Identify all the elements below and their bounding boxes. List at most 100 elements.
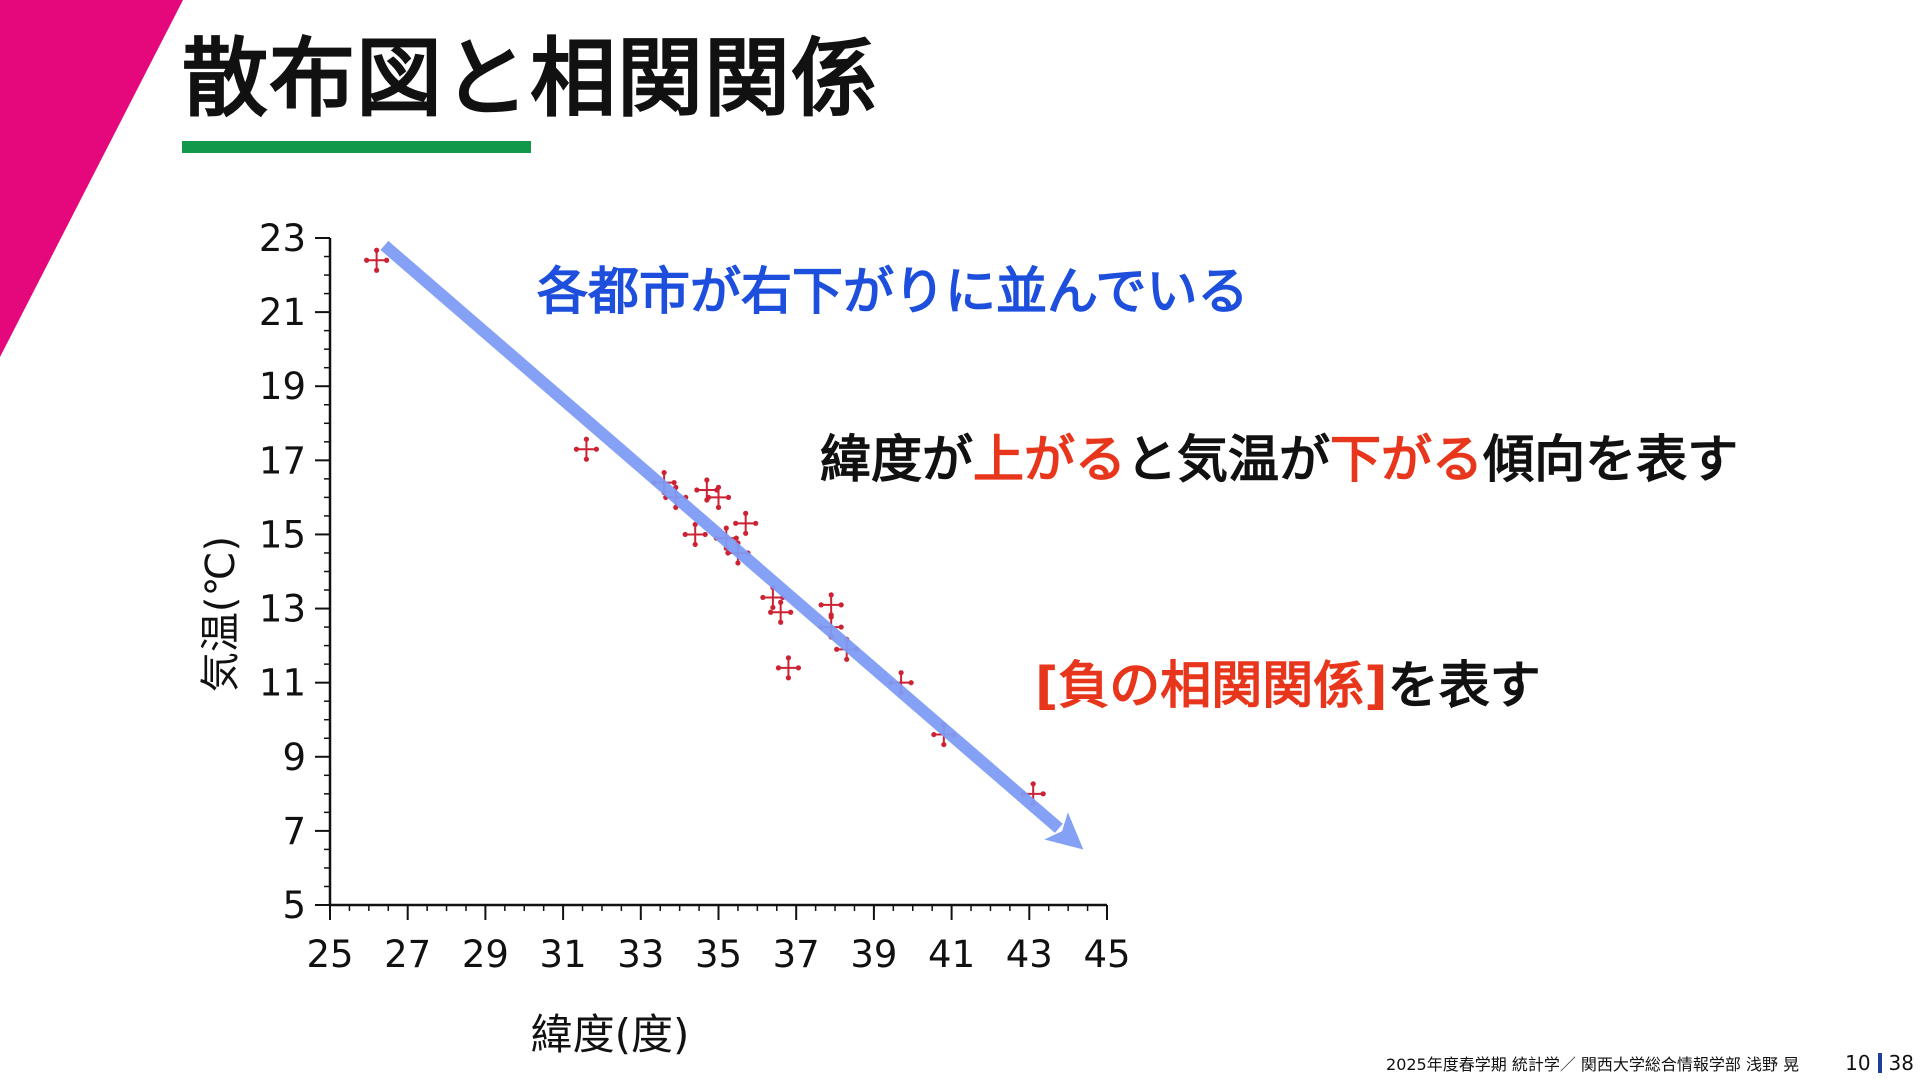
y-tick-label: 11 bbox=[259, 662, 306, 705]
footer: 2025年度春学期 統計学／ 関西大学総合情報学部 浅野 晃 10 38 bbox=[1386, 1051, 1920, 1075]
data-point-tip bbox=[898, 670, 904, 676]
data-point-tip bbox=[374, 267, 380, 273]
data-point-tip bbox=[374, 247, 380, 253]
data-point-tip bbox=[593, 446, 600, 452]
corner-accent-triangle bbox=[0, 0, 183, 357]
axes: 5 7 9 11 13 15 17 19 21 23 25 27 29 31 33 35 37 39 41 43 45 bbox=[259, 217, 1131, 976]
annotation-tendency-fall: 下がる bbox=[1330, 431, 1484, 490]
x-tick-label: 43 bbox=[1006, 933, 1053, 976]
annotation-tendency-text-3: 傾向を表す bbox=[1483, 431, 1739, 490]
data-point-tip bbox=[908, 680, 914, 686]
annotation-tendency: 緯度が上がると気温が下がる傾向を表す bbox=[820, 430, 1738, 491]
data-point-tip bbox=[931, 731, 937, 738]
data-point-tip bbox=[583, 456, 590, 462]
data-point bbox=[682, 521, 708, 548]
data-point-tip bbox=[705, 494, 712, 500]
data-point bbox=[364, 247, 390, 273]
data-point-tip bbox=[778, 619, 784, 625]
y-tick-label: 15 bbox=[259, 513, 306, 556]
data-point-tip bbox=[733, 535, 739, 541]
x-tick-label: 31 bbox=[540, 933, 587, 976]
annotation-trend: 各都市が右下がりに並んでいる bbox=[537, 263, 1249, 322]
page-number-separator bbox=[1877, 1053, 1882, 1073]
data-point bbox=[733, 510, 759, 536]
data-point-tip bbox=[723, 525, 729, 531]
data-point-tip bbox=[785, 675, 792, 681]
data-point-tip bbox=[735, 560, 741, 566]
y-tick-label: 5 bbox=[282, 884, 306, 927]
x-tick-label: 33 bbox=[617, 933, 664, 976]
annotation-tendency-text-1: 緯度が bbox=[820, 431, 974, 490]
data-point bbox=[818, 592, 844, 618]
data-point-tip bbox=[778, 599, 784, 605]
data-point-tip bbox=[702, 531, 708, 538]
y-axis-label: 気温(℃) bbox=[198, 535, 244, 693]
data-point-tip bbox=[838, 602, 844, 608]
annotation-negative-correlation-text: を表す bbox=[1387, 657, 1541, 716]
data-point-tip bbox=[788, 609, 794, 615]
data-point-tip bbox=[661, 469, 667, 476]
data-point-tip bbox=[1030, 781, 1036, 787]
slide-title: 散布図と相関関係 bbox=[182, 29, 878, 129]
data-point bbox=[768, 599, 794, 625]
data-point-tip bbox=[704, 477, 710, 483]
y-tick-label: 9 bbox=[282, 736, 306, 779]
annotation-negative-correlation-term: [負の相関関係] bbox=[1035, 657, 1388, 716]
x-tick-label: 39 bbox=[850, 933, 897, 976]
data-point-tip bbox=[725, 494, 732, 500]
data-point-tip bbox=[671, 479, 677, 486]
x-tick-label: 29 bbox=[462, 933, 509, 976]
data-point-tip bbox=[770, 604, 776, 611]
data-point-tip bbox=[760, 594, 766, 601]
y-tick-label: 7 bbox=[282, 810, 306, 853]
y-tick-label: 19 bbox=[259, 365, 306, 408]
data-point-tip bbox=[692, 541, 698, 548]
x-tick-label: 25 bbox=[306, 933, 353, 976]
data-point-tip bbox=[941, 741, 947, 748]
data-point-tip bbox=[384, 257, 390, 263]
annotation-tendency-text-2: と気温が bbox=[1126, 431, 1331, 490]
annotation-tendency-rise: 上がる bbox=[973, 431, 1127, 490]
data-point-tip bbox=[795, 665, 802, 671]
data-point-tip bbox=[583, 436, 590, 442]
data-point-tip bbox=[743, 530, 749, 536]
data-point bbox=[775, 655, 802, 681]
data-point bbox=[705, 484, 732, 510]
data-point-tip bbox=[818, 602, 824, 608]
x-tick-label: 37 bbox=[773, 933, 820, 976]
data-point-tip bbox=[785, 655, 792, 661]
x-tick-label: 35 bbox=[695, 933, 742, 976]
data-point-tip bbox=[844, 656, 850, 662]
data-point-tip bbox=[682, 531, 688, 538]
page-number-current: 10 bbox=[1845, 1051, 1871, 1075]
x-tick-label: 41 bbox=[928, 933, 975, 976]
y-tick-label: 13 bbox=[259, 588, 306, 631]
x-axis-label: 緯度(度) bbox=[530, 1010, 690, 1059]
title-underline bbox=[182, 141, 531, 153]
data-point bbox=[573, 436, 600, 462]
data-point-tip bbox=[828, 592, 834, 598]
annotation-negative-correlation: [負の相関関係]を表す bbox=[1035, 656, 1541, 717]
y-tick-label: 17 bbox=[259, 439, 306, 482]
trend-arrow-layer bbox=[380, 240, 1084, 850]
page-number-total: 38 bbox=[1888, 1051, 1914, 1075]
y-tick-label: 21 bbox=[259, 291, 306, 334]
trend-arrow bbox=[380, 240, 1084, 850]
footer-credit: 2025年度春学期 統計学／ 関西大学総合情報学部 浅野 晃 bbox=[1386, 1055, 1800, 1074]
data-point-tip bbox=[733, 520, 739, 526]
data-point-tip bbox=[834, 646, 840, 652]
data-point-tip bbox=[725, 550, 731, 556]
data-point-tip bbox=[838, 624, 844, 630]
data-point-tip bbox=[828, 612, 834, 618]
data-point-tip bbox=[775, 665, 782, 671]
data-point-tip bbox=[692, 521, 698, 528]
x-tick-label: 45 bbox=[1083, 933, 1130, 976]
data-point-tip bbox=[743, 510, 749, 516]
data-point-tip bbox=[715, 484, 722, 490]
x-tick-label: 27 bbox=[384, 933, 431, 976]
y-tick-label: 23 bbox=[259, 217, 306, 260]
data-point-tip bbox=[768, 609, 774, 615]
data-point-tip bbox=[573, 446, 580, 452]
data-point-tip bbox=[1040, 791, 1046, 797]
